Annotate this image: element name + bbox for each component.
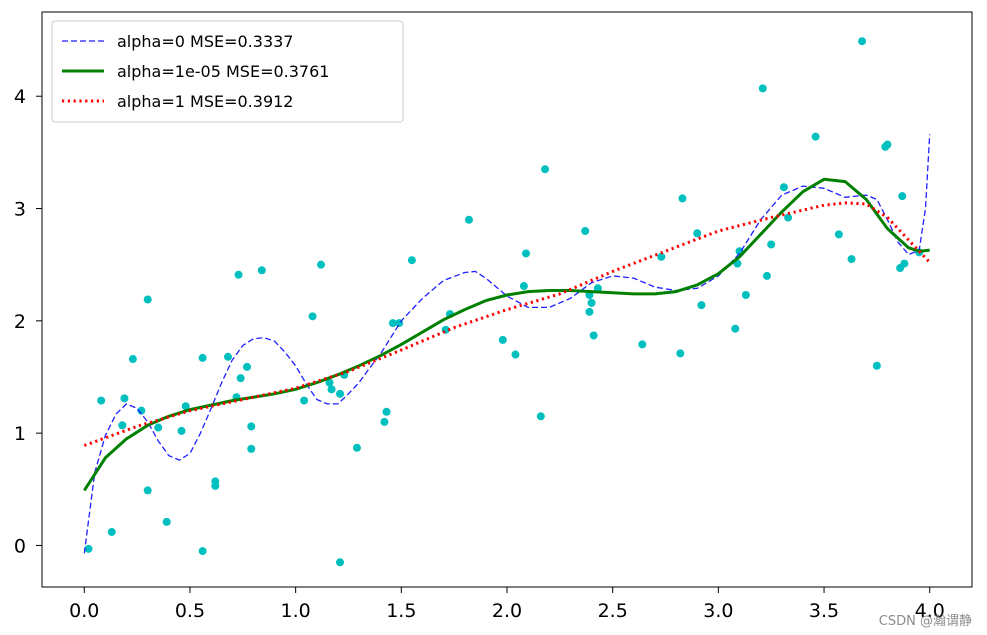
watermark: CSDN @瀚谓静 — [879, 614, 972, 629]
legend-label-2: alpha=1 MSE=0.3912 — [117, 92, 293, 111]
legend-box — [51, 20, 404, 123]
y-tick-label: 1 — [14, 423, 26, 445]
scatter-point — [177, 426, 186, 435]
scatter-point — [388, 319, 397, 328]
series-line-0 — [83, 134, 931, 554]
scatter-point — [585, 307, 594, 316]
scatter-point — [587, 298, 596, 307]
scatter-point — [120, 394, 129, 403]
scatter-point — [731, 324, 740, 333]
scatter-point — [767, 240, 776, 249]
x-tick-label: 3.5 — [809, 600, 839, 622]
scatter-point — [638, 340, 647, 349]
scatter-point — [872, 361, 881, 370]
scatter-point — [511, 350, 520, 359]
scatter-point — [181, 402, 190, 411]
scatter-point — [883, 140, 892, 149]
scatter-point — [336, 389, 345, 398]
scatter-point — [154, 423, 163, 432]
legend-label-1: alpha=1e-05 MSE=0.3761 — [117, 62, 329, 81]
y-tick-label: 3 — [14, 199, 26, 221]
legend: alpha=0 MSE=0.3337 alpha=1e-05 MSE=0.3761… — [51, 20, 404, 123]
scatter-point — [407, 256, 416, 265]
scatter-point — [143, 486, 152, 495]
x-tick-label: 2.0 — [492, 600, 522, 622]
scatter-point — [198, 353, 207, 362]
scatter-point — [382, 407, 391, 416]
scatter-layer — [84, 37, 924, 567]
x-tick-label: 4.0 — [915, 600, 945, 622]
scatter-point — [741, 291, 750, 300]
scatter-point — [657, 252, 666, 261]
scatter-point — [758, 84, 767, 93]
x-tick-label: 0.5 — [175, 600, 205, 622]
scatter-point — [811, 132, 820, 141]
scatter-point — [162, 517, 171, 526]
scatter-point — [581, 226, 590, 235]
scatter-point — [498, 335, 507, 344]
y-tick-label: 4 — [14, 86, 26, 108]
scatter-point — [327, 385, 336, 394]
scatter-point — [589, 331, 598, 340]
scatter-point — [676, 349, 685, 358]
scatter-point — [352, 443, 361, 452]
scatter-point — [762, 271, 771, 280]
scatter-point — [247, 422, 256, 431]
scatter-point — [336, 558, 345, 567]
legend-label-0: alpha=0 MSE=0.3337 — [117, 32, 293, 51]
scatter-point — [380, 417, 389, 426]
scatter-point — [224, 352, 232, 361]
scatter-point — [779, 183, 788, 192]
scatter-point — [211, 481, 220, 490]
scatter-point — [541, 165, 550, 174]
y-tick-label: 0 — [14, 535, 26, 557]
lines-layer — [83, 134, 931, 554]
scatter-point — [847, 255, 856, 264]
scatter-point — [325, 378, 334, 387]
x-tick-label: 3.0 — [703, 600, 733, 622]
scatter-point — [898, 192, 907, 201]
scatter-point — [243, 362, 252, 371]
scatter-point — [678, 194, 687, 203]
scatter-point — [593, 284, 602, 293]
scatter-point — [118, 421, 127, 430]
plot-area — [83, 37, 931, 567]
scatter-point — [107, 527, 116, 536]
scatter-point — [84, 544, 93, 553]
scatter-point — [234, 270, 243, 279]
x-axis: 0.0 0.5 1.0 1.5 2.0 2.5 3.0 3.5 4.0 — [69, 587, 945, 622]
scatter-point — [697, 301, 706, 310]
scatter-point — [858, 37, 867, 46]
series-line-1 — [83, 177, 930, 492]
scatter-point — [536, 412, 545, 421]
scatter-point — [464, 215, 473, 224]
scatter-point — [300, 396, 309, 405]
scatter-point — [236, 374, 245, 383]
scatter-point — [198, 547, 207, 556]
x-tick-label: 0.0 — [69, 600, 99, 622]
scatter-point — [900, 259, 909, 268]
scatter-point — [308, 312, 317, 321]
scatter-point — [693, 229, 702, 238]
y-axis: 0 1 2 3 4 — [14, 86, 42, 557]
y-tick-label: 2 — [14, 311, 26, 333]
scatter-point — [247, 444, 256, 453]
x-tick-label: 1.0 — [281, 600, 311, 622]
scatter-point — [784, 213, 793, 222]
scatter-point — [137, 406, 146, 415]
x-tick-label: 1.5 — [386, 600, 416, 622]
series-line-2 — [83, 201, 931, 447]
scatter-point — [317, 260, 325, 269]
scatter-point — [97, 396, 106, 405]
x-tick-label: 2.5 — [598, 600, 628, 622]
scatter-point — [834, 230, 843, 239]
scatter-point — [128, 355, 137, 364]
scatter-point — [257, 266, 266, 275]
scatter-point — [522, 249, 531, 258]
scatter-point — [143, 295, 152, 304]
scatter-point — [519, 282, 528, 291]
